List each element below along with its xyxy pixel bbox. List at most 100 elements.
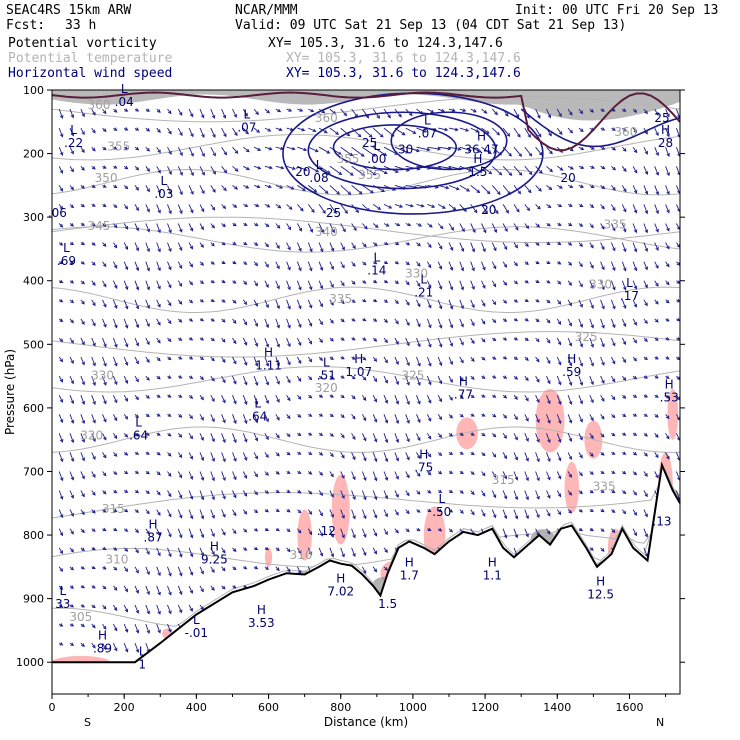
wind-vector-head xyxy=(398,113,402,118)
wind-vector xyxy=(470,318,475,326)
wind-vector xyxy=(156,261,161,271)
wind-vector-head xyxy=(611,470,616,474)
wind-vector xyxy=(557,165,563,171)
wind-vector-head xyxy=(546,299,551,304)
wind-vector xyxy=(199,471,204,481)
wind-vector-head xyxy=(363,533,367,538)
theta-label: 310 xyxy=(290,548,313,562)
wind-vector-head xyxy=(547,114,552,119)
wind-vector-head xyxy=(168,229,172,234)
wind-vector-head xyxy=(254,437,259,442)
wind-vector xyxy=(340,471,345,479)
wind-vector-head xyxy=(514,396,518,400)
wind-vector xyxy=(437,356,442,366)
wind-vector xyxy=(145,604,150,614)
wind-vector-head xyxy=(481,394,486,398)
wind-vector-head xyxy=(580,128,584,132)
wind-vector xyxy=(199,528,204,538)
wind-vector-head xyxy=(243,281,248,286)
wind-vector-head xyxy=(297,451,302,455)
wind-vector-head xyxy=(590,489,594,494)
wind-vector-head xyxy=(59,514,64,519)
wind-vector-head xyxy=(416,527,421,532)
wind-vector-head xyxy=(644,150,648,155)
wind-vector xyxy=(308,146,319,152)
wind-vector xyxy=(610,242,616,251)
wind-vector-head xyxy=(341,300,345,305)
wind-vector xyxy=(286,261,291,270)
wind-vector-head xyxy=(514,515,519,520)
wind-vector-head xyxy=(70,380,75,385)
wind-vector-head xyxy=(92,419,96,424)
wind-vector-head xyxy=(146,610,151,615)
wind-vector-head xyxy=(243,457,248,461)
wind-vector xyxy=(643,242,648,252)
wind-vector-head xyxy=(234,150,239,154)
wind-vector-head xyxy=(622,377,627,381)
wind-vector-head xyxy=(633,512,637,516)
wind-vector xyxy=(221,146,227,155)
wind-vector-head xyxy=(622,359,627,364)
wind-vector-head xyxy=(460,395,464,400)
wind-vector-head xyxy=(481,472,486,477)
wind-vector xyxy=(91,452,96,460)
wind-vector-head xyxy=(633,394,638,398)
wind-vector-head xyxy=(335,131,340,135)
wind-vector xyxy=(318,490,323,496)
wind-vector xyxy=(221,395,226,403)
wind-vector-head xyxy=(406,401,410,406)
wind-vector xyxy=(437,261,442,270)
wind-vector-head xyxy=(70,241,75,245)
wind-vector-head xyxy=(514,337,519,341)
wind-vector xyxy=(589,395,594,403)
wind-vector-head xyxy=(558,457,562,462)
wind-vector xyxy=(535,204,541,210)
wind-vector-head xyxy=(222,419,226,424)
wind-speed-contour xyxy=(307,111,497,190)
wind-vector-head xyxy=(114,399,118,404)
theta-contour xyxy=(51,469,681,627)
wind-vector-head xyxy=(211,377,215,382)
wind-vector-head xyxy=(460,248,465,252)
wind-vector xyxy=(502,204,509,214)
wind-vector xyxy=(156,146,161,153)
wind-vector-head xyxy=(254,455,258,460)
wind-vector-head xyxy=(492,413,497,418)
wind-vector-head xyxy=(590,417,594,422)
wind-vector xyxy=(102,395,107,404)
wind-vector-head xyxy=(102,509,107,513)
wind-vector xyxy=(481,127,490,134)
wind-vector-head xyxy=(655,171,660,176)
wind-vector xyxy=(405,433,410,442)
wind-vector xyxy=(459,223,465,232)
wind-speed-label: 30 xyxy=(398,143,413,157)
wind-vector-head xyxy=(362,356,367,361)
wind-vector-head xyxy=(211,398,215,403)
wind-vector-head xyxy=(233,476,237,481)
wind-vector xyxy=(351,471,356,480)
pv-low-patch xyxy=(264,547,273,567)
wind-vector xyxy=(546,185,552,190)
wind-vector xyxy=(91,299,96,306)
wind-vector-head xyxy=(308,551,313,556)
wind-vector xyxy=(372,204,381,210)
wind-vector-head xyxy=(245,185,250,189)
wind-vector xyxy=(459,280,464,290)
wind-vector xyxy=(610,299,616,309)
wind-vector xyxy=(405,318,410,326)
y-tick-label: 500 xyxy=(23,338,44,351)
wind-vector-head xyxy=(417,343,421,348)
wind-vector xyxy=(567,337,572,346)
wind-vector xyxy=(600,242,605,250)
wind-vector-head xyxy=(665,281,670,286)
pv-extremum-type: L xyxy=(63,241,70,255)
wind-vector-head xyxy=(666,133,670,138)
wind-vector-head xyxy=(287,397,291,402)
wind-vector xyxy=(188,490,193,500)
wind-vector xyxy=(546,146,553,154)
wind-vector-head xyxy=(157,149,161,154)
wind-vector-head xyxy=(308,490,313,495)
pv-extremum-value: 1.11 xyxy=(255,359,282,373)
wind-vector-head xyxy=(124,205,129,210)
wind-vector-head xyxy=(244,112,248,117)
